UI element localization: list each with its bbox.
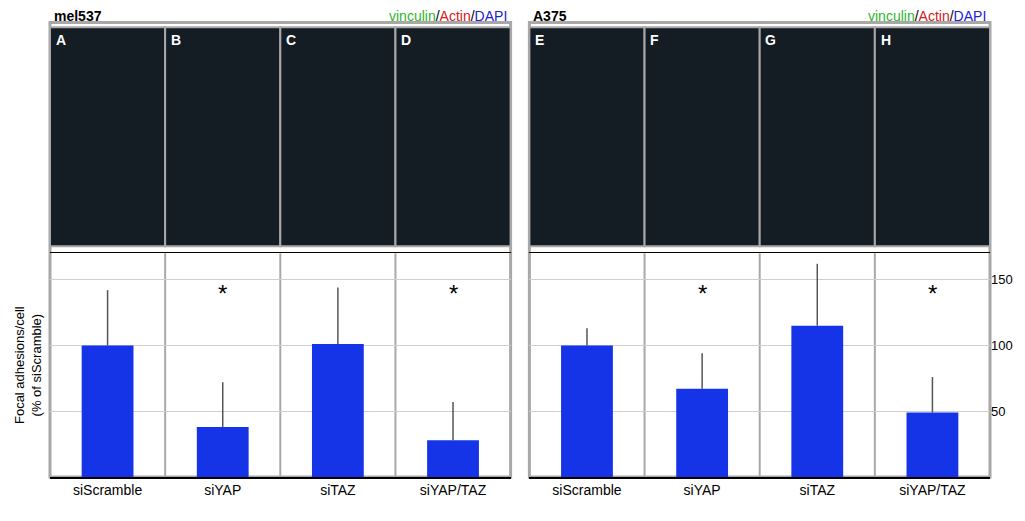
svg-text:siYAP: siYAP [204, 482, 241, 498]
svg-text:vinculin/Actin/DAPI: vinculin/Actin/DAPI [389, 8, 507, 24]
svg-text:Focal adhesions/cell(% of siSc: Focal adhesions/cell(% of siScramble) [12, 306, 44, 424]
svg-text:*: * [928, 280, 937, 307]
svg-text:siTAZ: siTAZ [800, 482, 836, 498]
svg-text:B: B [171, 32, 181, 48]
svg-text:100: 100 [991, 338, 1013, 353]
svg-text:*: * [698, 280, 707, 307]
svg-text:siYAP/TAZ: siYAP/TAZ [420, 482, 487, 498]
svg-text:siYAP/TAZ: siYAP/TAZ [899, 482, 966, 498]
svg-text:*: * [449, 280, 458, 307]
svg-text:siYAP: siYAP [684, 482, 721, 498]
svg-text:50: 50 [991, 404, 1005, 419]
svg-text:vinculin/Actin/DAPI: vinculin/Actin/DAPI [868, 8, 986, 24]
svg-text:mel537: mel537 [54, 8, 102, 24]
svg-text:siScramble: siScramble [552, 482, 621, 498]
svg-text:H: H [881, 32, 891, 48]
svg-text:siTAZ: siTAZ [320, 482, 356, 498]
svg-text:150: 150 [991, 272, 1013, 287]
svg-text:A375: A375 [533, 8, 567, 24]
svg-text:F: F [650, 32, 659, 48]
svg-text:D: D [401, 32, 411, 48]
svg-text:A: A [56, 32, 66, 48]
svg-text:siScramble: siScramble [73, 482, 142, 498]
svg-text:G: G [765, 32, 776, 48]
svg-text:C: C [286, 32, 296, 48]
svg-text:*: * [218, 280, 227, 307]
svg-text:E: E [535, 32, 544, 48]
